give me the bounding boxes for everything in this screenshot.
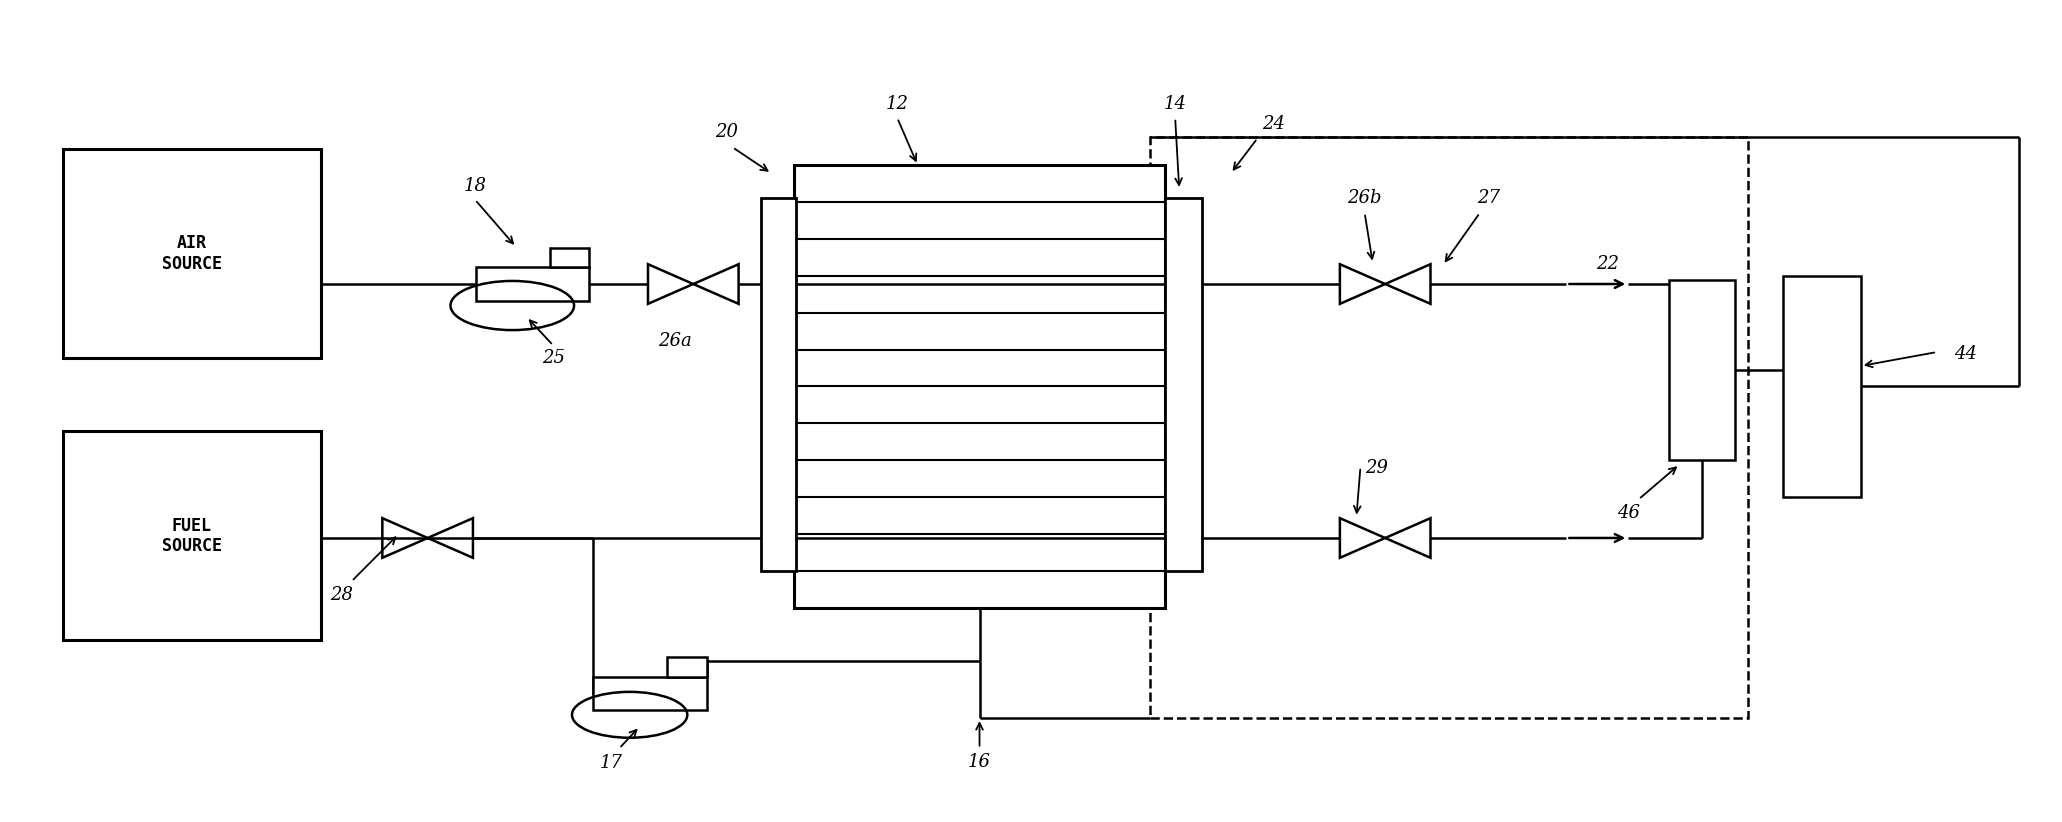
Text: AIR
SOURCE: AIR SOURCE <box>161 234 223 273</box>
Text: 16: 16 <box>967 753 992 771</box>
Text: 27: 27 <box>1476 189 1499 207</box>
Text: 24: 24 <box>1262 115 1285 133</box>
Text: FUEL
SOURCE: FUEL SOURCE <box>161 516 223 556</box>
Text: 28: 28 <box>330 586 353 604</box>
Text: 29: 29 <box>1365 459 1388 478</box>
Bar <box>1784 276 1860 497</box>
Text: 20: 20 <box>716 123 738 141</box>
Bar <box>551 247 590 267</box>
Bar <box>1670 280 1736 460</box>
Bar <box>761 198 796 570</box>
Bar <box>594 677 707 710</box>
Text: 12: 12 <box>887 95 909 113</box>
Bar <box>666 657 707 677</box>
Bar <box>64 149 320 358</box>
Bar <box>1151 136 1749 718</box>
Bar <box>794 165 1165 607</box>
Bar <box>476 267 590 301</box>
Text: 14: 14 <box>1163 95 1186 113</box>
Text: 46: 46 <box>1617 505 1639 523</box>
Text: 17: 17 <box>600 755 623 772</box>
Bar <box>64 432 320 640</box>
Text: 26b: 26b <box>1346 189 1382 207</box>
Text: 22: 22 <box>1596 255 1619 273</box>
Text: 25: 25 <box>542 349 565 367</box>
Text: 26a: 26a <box>658 332 691 350</box>
Bar <box>1165 198 1202 570</box>
Text: 44: 44 <box>1955 344 1977 363</box>
Text: 18: 18 <box>464 177 487 195</box>
